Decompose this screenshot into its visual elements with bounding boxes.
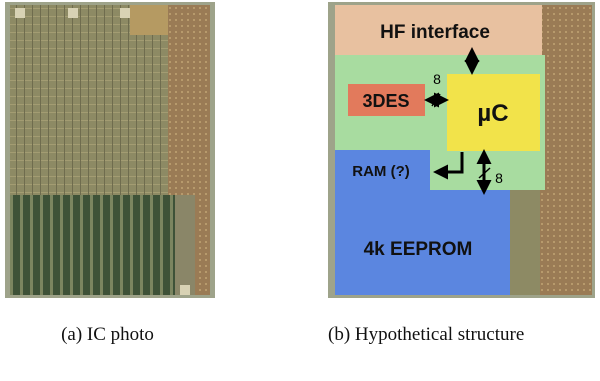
structure-diagram: HF interface 3DES µC RAM (?) 4k EEPROM 8…	[328, 2, 595, 298]
block-label: µC	[477, 100, 508, 127]
bus-width: 8	[495, 170, 503, 186]
figure: HF interface 3DES µC RAM (?) 4k EEPROM 8…	[0, 0, 600, 300]
page: HF interface 3DES µC RAM (?) 4k EEPROM 8…	[0, 0, 600, 381]
block-label: HF interface	[380, 22, 490, 43]
ic-photo	[5, 2, 215, 298]
caption: (b) Hypothetical structure	[328, 322, 598, 348]
block-label: 3DES	[362, 91, 409, 111]
block-label: 4k EEPROM	[364, 239, 473, 260]
caption: (a) IC photo	[0, 322, 215, 348]
block-label: RAM (?)	[352, 163, 409, 180]
bus-width: 8	[433, 71, 441, 87]
